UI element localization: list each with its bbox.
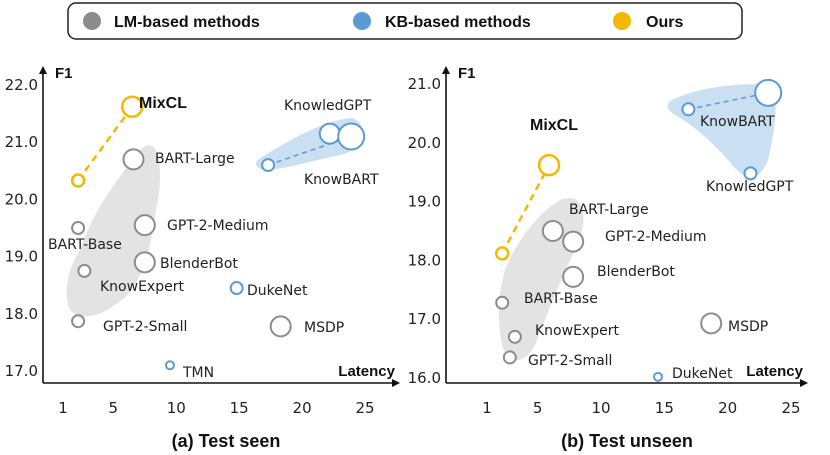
- point-knowledgpt: [743, 166, 758, 181]
- point-mixcl: [120, 95, 144, 118]
- ours-connector: [501, 164, 551, 254]
- x-tick-label: 1: [482, 399, 492, 417]
- point-label-blenderbot: BlenderBot: [160, 256, 238, 272]
- point-knowbart: [261, 158, 276, 173]
- legend-label-lm: LM-based methods: [114, 14, 260, 31]
- point-ours-extra: [70, 173, 86, 188]
- point-label-gpt-2-small: GPT-2-Small: [528, 353, 612, 369]
- point-knowbart: [754, 78, 783, 107]
- point-label-bart-large: BART-Large: [155, 151, 235, 167]
- x-tick-label: 25: [781, 399, 800, 417]
- point-kb-extra: [681, 102, 696, 117]
- point-gpt-2-small: [502, 350, 517, 365]
- x-tick-label: 10: [167, 399, 186, 417]
- y-tick-label: 18.0: [5, 305, 38, 323]
- point-bart-large: [122, 148, 145, 171]
- legend-marker-ours: [613, 12, 631, 30]
- y-tick-label: 21.0: [5, 133, 38, 151]
- point-label-mixcl: MixCL: [139, 95, 187, 112]
- point-blenderbot: [133, 251, 156, 274]
- y-tick-label: 18.0: [408, 251, 441, 269]
- point-label-bart-large: BART-Large: [569, 202, 649, 218]
- x-axis-title: Latency: [338, 363, 395, 380]
- y-tick-label: 17.0: [5, 362, 38, 380]
- legend: LM-based methods KB-based methods Ours: [67, 2, 743, 40]
- x-tick-label: 5: [533, 399, 543, 417]
- legend-marker-kb: [353, 12, 371, 30]
- x-tick-label: 15: [655, 399, 674, 417]
- point-label-knowbart: KnowBART: [304, 172, 379, 188]
- x-tick-label: 10: [591, 399, 610, 417]
- point-label-msdp: MSDP: [304, 320, 344, 336]
- point-knowexpert: [507, 329, 522, 344]
- point-tmn: [164, 360, 175, 371]
- y-tick-label: 20.0: [408, 134, 441, 152]
- point-gpt-2-small: [71, 314, 86, 329]
- point-label-dukenet: DukeNet: [247, 283, 308, 299]
- panel-caption: (b) Test unseen: [561, 431, 693, 451]
- point-label-mixcl: MixCL: [530, 117, 578, 134]
- point-label-blenderbot: BlenderBot: [597, 264, 675, 280]
- x-axis-arrow: [392, 379, 400, 387]
- x-tick-label: 20: [718, 399, 737, 417]
- x-axis-arrow: [800, 379, 808, 387]
- point-gpt-2-medium: [562, 230, 585, 253]
- x-tick-label: 20: [293, 399, 312, 417]
- point-label-tmn: TMN: [182, 365, 214, 381]
- legend-label-kb: KB-based methods: [385, 14, 531, 31]
- point-blenderbot: [562, 265, 585, 288]
- y-axis-title: F1: [458, 65, 476, 82]
- point-knowledgpt: [318, 122, 341, 145]
- point-knowexpert: [77, 263, 92, 278]
- y-tick-label: 19.0: [5, 248, 38, 266]
- point-label-knowexpert: KnowExpert: [535, 323, 619, 339]
- point-dukenet: [229, 281, 244, 296]
- legend-marker-lm: [83, 12, 101, 30]
- legend-label-ours: Ours: [646, 14, 683, 31]
- point-ours-extra: [494, 246, 510, 261]
- y-tick-label: 16.0: [408, 369, 441, 387]
- y-axis-title: F1: [55, 65, 73, 82]
- point-bart-base: [71, 221, 86, 235]
- y-tick-label: 21.0: [408, 75, 441, 93]
- point-label-msdp: MSDP: [728, 319, 768, 335]
- panel-caption: (a) Test seen: [172, 431, 281, 451]
- point-label-knowexpert: KnowExpert: [100, 279, 184, 295]
- y-tick-label: 17.0: [408, 310, 441, 328]
- x-tick-label: 15: [230, 399, 249, 417]
- y-axis-arrow: [442, 66, 450, 74]
- lm-region-shade: [498, 198, 584, 360]
- point-mixcl: [537, 153, 561, 177]
- point-label-bart-base: BART-Base: [524, 291, 598, 307]
- point-label-bart-base: BART-Base: [48, 237, 122, 253]
- point-label-gpt-2-medium: GPT-2-Medium: [167, 218, 269, 234]
- legend-box: [67, 2, 743, 40]
- point-label-knowbart: KnowBART: [700, 114, 775, 130]
- ours-connector: [77, 105, 134, 182]
- point-label-dukenet: DukeNet: [672, 366, 733, 382]
- y-tick-label: 22.0: [5, 76, 38, 94]
- point-dukenet: [653, 371, 663, 382]
- x-axis-title: Latency: [746, 363, 803, 380]
- x-tick-label: 25: [355, 399, 374, 417]
- y-tick-label: 19.0: [408, 193, 441, 211]
- point-kb-extra: [337, 122, 366, 151]
- point-gpt-2-medium: [133, 214, 156, 237]
- x-tick-label: 1: [58, 399, 68, 417]
- point-bart-base: [495, 295, 510, 310]
- point-label-gpt-2-small: GPT-2-Small: [103, 319, 187, 335]
- y-tick-label: 20.0: [5, 190, 38, 208]
- point-msdp: [269, 315, 292, 338]
- y-axis-arrow: [39, 66, 47, 74]
- point-label-knowledgpt: KnowledGPT: [706, 179, 794, 195]
- point-msdp: [700, 312, 723, 335]
- point-label-gpt-2-medium: GPT-2-Medium: [605, 229, 707, 245]
- point-label-knowledgpt: KnowledGPT: [284, 98, 372, 114]
- x-tick-label: 5: [109, 399, 119, 417]
- point-bart-large: [541, 220, 564, 242]
